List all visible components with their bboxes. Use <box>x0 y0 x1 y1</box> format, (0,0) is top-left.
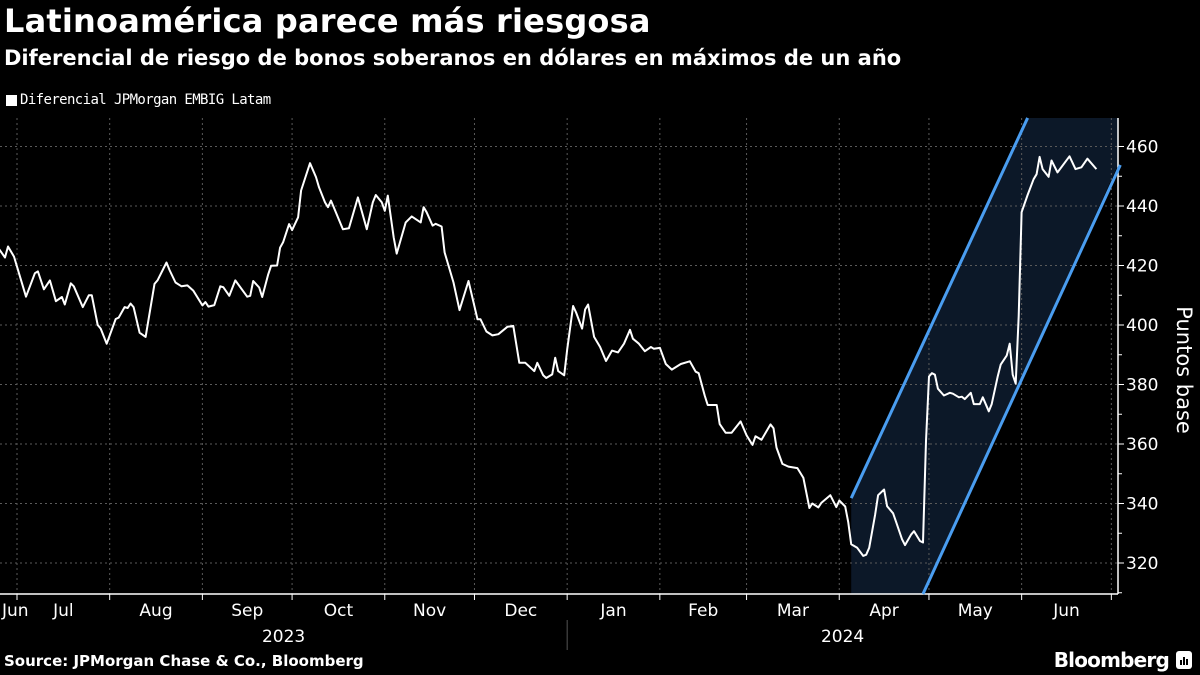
y-tick-label: 320 <box>1126 554 1158 574</box>
y-tick-label: 420 <box>1126 257 1158 277</box>
year-label: 2023 <box>262 627 305 647</box>
source-note: Source: JPMorgan Chase & Co., Bloomberg <box>4 652 364 670</box>
legend-label: Diferencial JPMorgan EMBIG Latam <box>20 92 271 108</box>
x-tick-label: Jul <box>52 601 74 621</box>
x-tick-label: Sep <box>231 601 263 621</box>
y-axis-title: Puntos base <box>1172 306 1196 434</box>
x-tick-label: Aug <box>139 601 172 621</box>
series-line-embig-latam <box>0 155 1098 557</box>
x-tick-label: May <box>958 601 993 621</box>
x-tick-label: Feb <box>688 601 718 621</box>
y-tick-label: 380 <box>1126 376 1158 396</box>
x-tick-label: Mar <box>777 601 809 621</box>
bloomberg-logo: Bloomberg <box>1054 648 1192 672</box>
bloomberg-chart-icon <box>1176 651 1192 669</box>
y-tick-label: 400 <box>1126 316 1158 336</box>
legend: Diferencial JPMorgan EMBIG Latam <box>6 92 271 108</box>
x-tick-label: Jan <box>599 601 626 621</box>
y-tick-label: 340 <box>1126 495 1158 515</box>
x-tick-label: Jun <box>1052 601 1080 621</box>
x-tick-label: Oct <box>324 601 354 621</box>
chart-title: Latinoamérica parece más riesgosa <box>4 2 651 40</box>
x-tick-label: Jun <box>1 601 29 621</box>
y-tick-label: 360 <box>1126 435 1158 455</box>
trend-channel-lower-line <box>921 164 1122 595</box>
x-tick-label: Dec <box>504 601 537 621</box>
legend-swatch <box>6 94 17 106</box>
x-tick-label: Apr <box>869 601 898 621</box>
trend-channel-fill <box>851 118 1118 594</box>
chart-subtitle: Diferencial de riesgo de bonos soberanos… <box>4 46 902 70</box>
year-label: 2024 <box>821 627 864 647</box>
y-tick-label: 440 <box>1126 197 1158 217</box>
logo-text: Bloomberg <box>1053 648 1170 672</box>
x-tick-label: Nov <box>413 601 446 621</box>
trend-channel-upper-line <box>849 117 1029 499</box>
y-tick-label: 460 <box>1126 138 1158 158</box>
